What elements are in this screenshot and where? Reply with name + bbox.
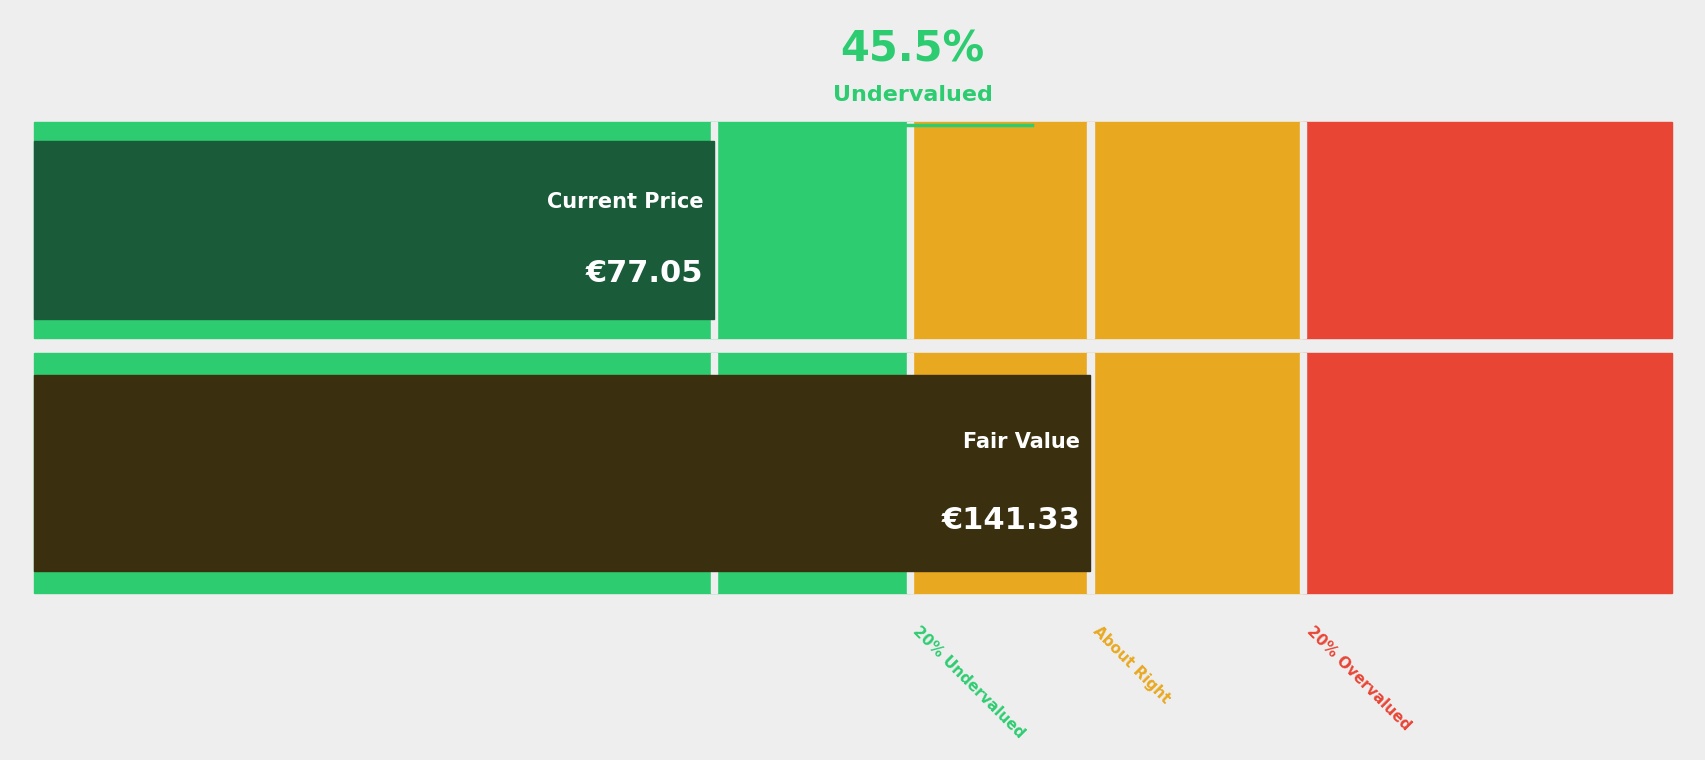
Text: 45.5%: 45.5% — [841, 28, 984, 71]
Bar — [1299, 353, 1306, 593]
Bar — [1089, 353, 1303, 593]
Text: Fair Value: Fair Value — [963, 432, 1079, 452]
Text: About Right: About Right — [1089, 623, 1173, 706]
Text: Current Price: Current Price — [547, 192, 702, 212]
Text: 20% Undervalued: 20% Undervalued — [910, 623, 1028, 741]
Bar — [713, 353, 910, 593]
Bar — [34, 353, 713, 593]
Bar — [1303, 353, 1671, 593]
Bar — [907, 122, 912, 338]
Bar — [910, 353, 1089, 593]
Bar — [711, 353, 716, 593]
Text: Undervalued: Undervalued — [832, 85, 992, 105]
Bar — [1086, 353, 1093, 593]
Bar — [907, 353, 912, 593]
Text: €141.33: €141.33 — [941, 506, 1079, 536]
Bar — [711, 122, 716, 338]
Text: 20% Overvalued: 20% Overvalued — [1303, 623, 1412, 733]
Bar — [34, 141, 713, 318]
Bar — [1303, 122, 1671, 338]
Text: €77.05: €77.05 — [587, 258, 702, 288]
Bar — [34, 122, 713, 338]
Bar — [910, 122, 1089, 338]
Bar — [1089, 122, 1303, 338]
Bar — [1299, 122, 1306, 338]
Bar — [34, 375, 1089, 572]
Bar — [713, 122, 910, 338]
Bar — [1086, 122, 1093, 338]
